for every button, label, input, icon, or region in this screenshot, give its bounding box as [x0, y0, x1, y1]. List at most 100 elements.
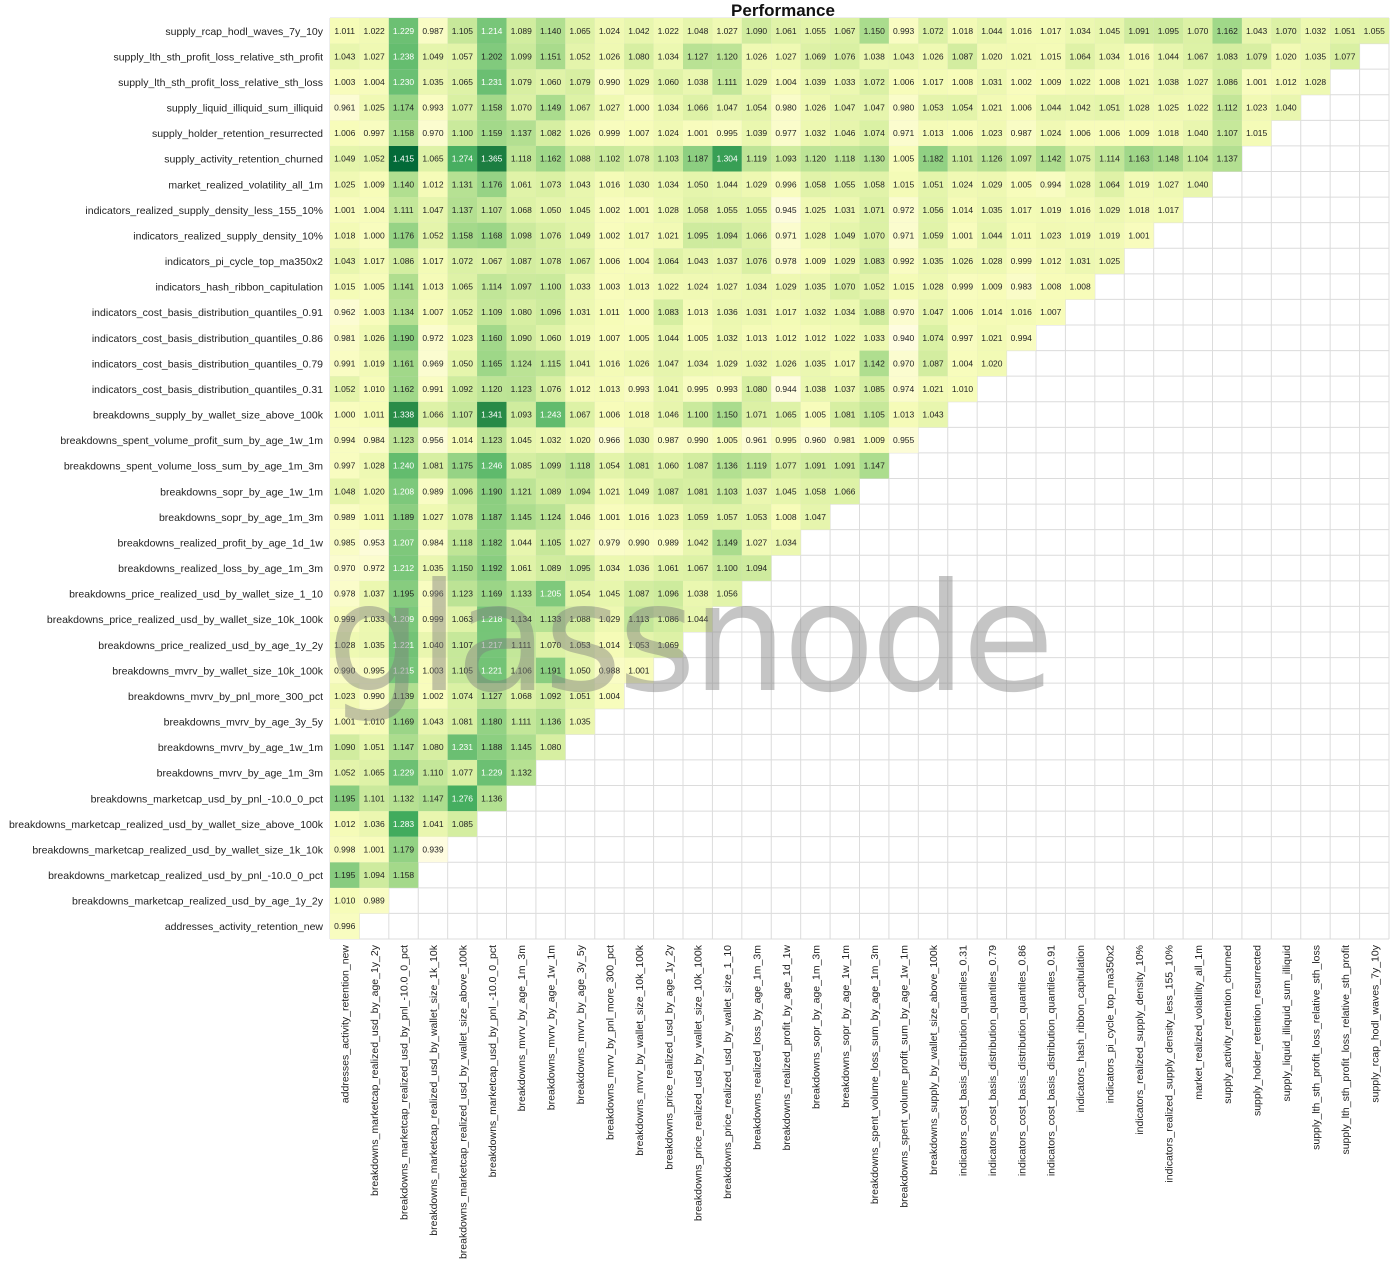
heatmap-cell [712, 350, 742, 377]
cell-value-label: 1.012 [805, 333, 827, 343]
heatmap-cell [418, 222, 448, 249]
heatmap-cell [330, 222, 360, 249]
cell-value-label: 1.026 [775, 358, 797, 368]
cell-value-label: 1.028 [1128, 103, 1150, 113]
cell-value-label: 1.121 [511, 486, 533, 496]
heatmap-cell [859, 273, 889, 300]
cell-value-label: 1.065 [775, 410, 797, 420]
cell-value-label: 1.088 [569, 614, 591, 624]
heatmap-cell [830, 94, 860, 121]
heatmap-cell [447, 580, 478, 607]
cell-value-label: 1.127 [687, 51, 709, 61]
cell-value-label: 1.013 [628, 282, 650, 292]
heatmap-cell [771, 325, 801, 351]
cell-value-label: 1.124 [540, 512, 562, 522]
heatmap-cell [1183, 18, 1213, 44]
heatmap-cell [477, 734, 507, 760]
cell-value-label: 1.174 [393, 103, 415, 113]
heatmap-cell [1065, 171, 1095, 198]
heatmap-cell [535, 580, 566, 607]
heatmap-cell [830, 273, 860, 300]
cell-value-label: 1.099 [540, 461, 562, 471]
heatmap-cell [830, 197, 860, 223]
heatmap-cell [330, 43, 360, 70]
heatmap-cell [624, 555, 654, 581]
cell-value-label: 1.077 [452, 768, 474, 778]
cell-value-label: 1.145 [511, 512, 533, 522]
cell-value-label: 1.008 [775, 512, 797, 522]
heatmap-cell [624, 606, 654, 632]
cell-value-label: 1.034 [775, 537, 797, 547]
heatmap-cell [330, 478, 360, 505]
heatmap-cell [565, 401, 595, 428]
heatmap-cell [918, 273, 948, 300]
heatmap-cell [1006, 197, 1036, 223]
cell-value-label: 1.049 [834, 230, 856, 240]
heatmap-cell [359, 504, 389, 530]
cell-value-label: 1.006 [599, 410, 621, 420]
heatmap-cell [506, 580, 536, 607]
x-tick-label: supply_lth_sth_profit_loss_relative_sth_… [1340, 945, 1352, 1155]
cell-value-label: 1.033 [864, 333, 886, 343]
x-tick-label: breakdowns_spent_volume_loss_sum_by_age_… [869, 945, 881, 1204]
heatmap-cell [653, 427, 683, 453]
heatmap-cell [594, 222, 625, 249]
cell-value-label: 1.098 [511, 230, 533, 240]
cell-value-label: 1.087 [511, 256, 533, 266]
cell-value-label: 1.006 [893, 77, 915, 87]
cell-value-label: 1.047 [922, 307, 944, 317]
cell-value-label: 1.180 [481, 717, 503, 727]
heatmap-cell [1006, 120, 1036, 146]
cell-value-label: 1.148 [1158, 154, 1180, 164]
heatmap-cell [388, 734, 419, 760]
heatmap-cell [830, 43, 860, 70]
heatmap-cell [800, 145, 831, 172]
heatmap-cell [418, 427, 448, 453]
cell-value-label: 1.123 [481, 435, 503, 445]
y-tick-label: supply_lth_sth_profit_loss_relative_sth_… [118, 77, 323, 89]
cell-value-label: 1.032 [746, 358, 768, 368]
heatmap-cell [359, 657, 389, 684]
heatmap-cell [859, 43, 889, 70]
heatmap-cell [830, 18, 860, 44]
heatmap-cell [1183, 43, 1213, 70]
x-tick-label: indicators_hash_ribbon_capitulation [1075, 945, 1087, 1113]
cell-value-label: 1.304 [716, 154, 738, 164]
y-tick-label: supply_activity_retention_churned [164, 154, 323, 166]
heatmap-cell [359, 197, 389, 223]
cell-value-label: 0.997 [363, 128, 385, 138]
y-tick-label: indicators_realized_supply_density_less_… [85, 205, 323, 217]
heatmap-cell [477, 657, 507, 684]
cell-value-label: 1.123 [511, 384, 533, 394]
cell-value-label: 0.961 [334, 103, 356, 113]
cell-value-label: 1.238 [393, 51, 415, 61]
heatmap-cell [1006, 248, 1036, 274]
heatmap-cell [535, 427, 566, 453]
cell-value-label: 1.080 [422, 742, 444, 752]
heatmap-cell [506, 683, 536, 709]
cell-value-label: 1.035 [422, 77, 444, 87]
cell-value-label: 1.162 [1217, 26, 1239, 36]
heatmap-cell [359, 759, 389, 786]
heatmap-cell [918, 171, 948, 198]
heatmap-cell [477, 18, 507, 44]
cell-value-label: 0.990 [687, 435, 709, 445]
cell-value-label: 1.022 [658, 26, 680, 36]
heatmap-cell [1036, 94, 1066, 121]
heatmap-cell [359, 580, 389, 607]
cell-value-label: 1.081 [834, 410, 856, 420]
heatmap-cell [859, 18, 889, 44]
heatmap-cell [535, 69, 566, 95]
cell-value-label: 1.072 [452, 256, 474, 266]
heatmap-cell [712, 273, 742, 300]
cell-value-label: 1.007 [1040, 307, 1062, 317]
heatmap-cell [330, 862, 360, 888]
heatmap-cell [388, 657, 419, 684]
heatmap-cell [388, 836, 419, 863]
heatmap-cell [330, 69, 360, 95]
heatmap-cell [418, 145, 448, 172]
y-tick-label: indicators_cost_basis_distribution_quant… [92, 333, 323, 345]
heatmap-cell [388, 555, 419, 581]
cell-value-label: 1.006 [1011, 103, 1033, 113]
heatmap-cell [330, 555, 360, 581]
